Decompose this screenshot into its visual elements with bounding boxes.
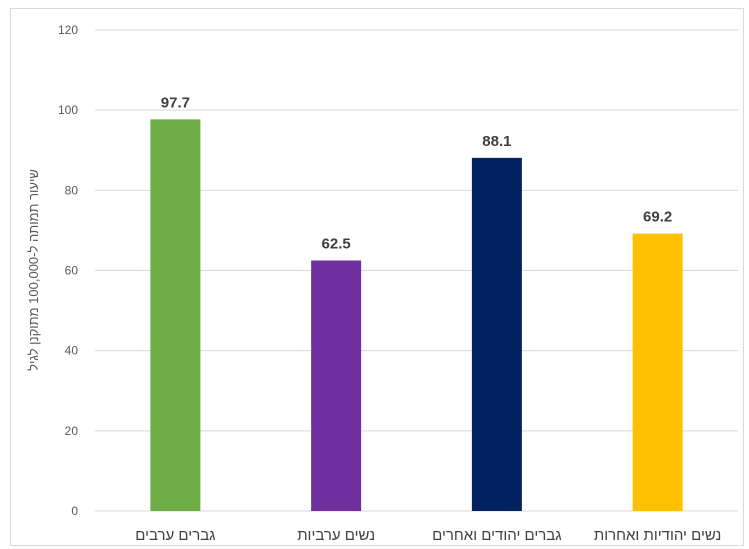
- chart-frame: [10, 8, 744, 546]
- category-label: גברים יהודים ואחרים: [432, 527, 562, 544]
- y-tick-label: 80: [65, 183, 79, 197]
- data-label: 62.5: [322, 235, 351, 252]
- y-tick-label: 40: [65, 344, 79, 358]
- y-tick-label: 100: [58, 103, 78, 117]
- data-label: 69.2: [643, 209, 672, 226]
- y-axis-title: שיעור תמותה ל-100,000 מתוקנן לגיל: [26, 169, 41, 371]
- data-label: 97.7: [161, 94, 190, 111]
- bar: [311, 260, 362, 511]
- category-label: נשים יהודיות ואחרות: [594, 527, 722, 544]
- data-label: 88.1: [482, 133, 511, 150]
- bar: [632, 233, 683, 511]
- y-tick-label: 120: [58, 23, 78, 37]
- category-label: נשים ערביות: [297, 527, 375, 544]
- bar: [150, 119, 201, 511]
- category-label: גברים ערבים: [135, 527, 215, 544]
- y-tick-label: 20: [65, 424, 79, 438]
- y-tick-labels: 0 20 40 60 80 100 120: [58, 23, 78, 518]
- y-tick-label: 60: [65, 264, 79, 278]
- bars: [150, 119, 683, 511]
- y-tick-label: 0: [71, 504, 78, 518]
- gridlines: [95, 29, 738, 512]
- data-labels: 97.7 62.5 88.1 69.2: [161, 94, 672, 252]
- bar: [471, 157, 522, 511]
- category-labels: גברים ערבים נשים ערביות גברים יהודים ואחרי…: [135, 527, 721, 544]
